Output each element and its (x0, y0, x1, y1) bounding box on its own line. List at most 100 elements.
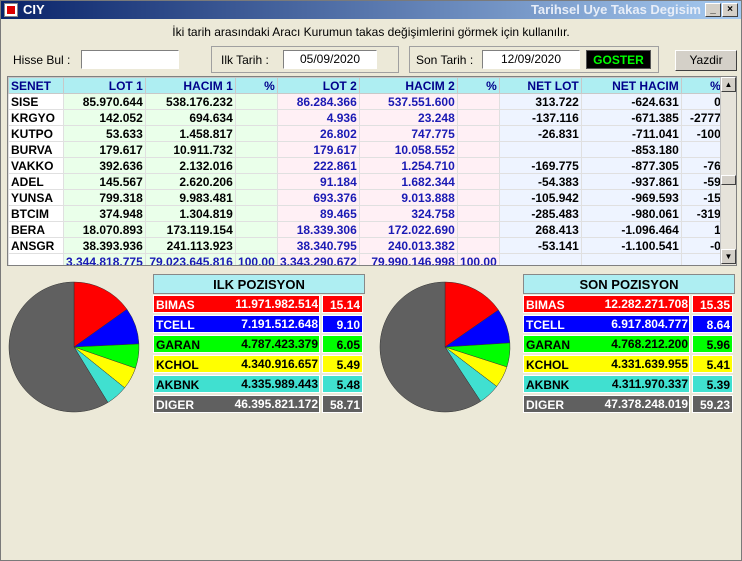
table-row[interactable]: BTCIM 374.948 1.304.819 89.465 324.758 -285.4… (8, 205, 724, 222)
minimize-button[interactable]: _ (705, 3, 721, 17)
totals-cell: 100,00 (234, 253, 278, 265)
table-row[interactable]: BURVA 179.617 10.911.732 179.617 10.058.552-… (8, 141, 724, 158)
table-cell: -877.305 (580, 157, 682, 174)
close-button[interactable]: × (722, 3, 738, 17)
table-cell: ADEL (8, 173, 64, 190)
table-cell: 23.248 (358, 109, 458, 126)
position-row: GARAN 4.787.423.379 6.05 (153, 335, 365, 353)
table-cell (498, 141, 582, 158)
position-name: TCELL (523, 315, 690, 333)
table-cell: 1 (680, 221, 724, 238)
table-cell: -1.096.464 (580, 221, 682, 238)
position-name: GARAN (153, 335, 320, 353)
position-name: BIMAS (153, 295, 320, 313)
table-cell (456, 237, 500, 254)
table-cell: -169.775 (498, 157, 582, 174)
totals-cell (8, 253, 64, 265)
table-row[interactable]: ADEL 145.567 2.620.206 91.184 1.682.344 -54.3… (8, 173, 724, 190)
scroll-up-icon[interactable]: ▲ (721, 77, 736, 92)
position-name: DIGER (153, 395, 320, 413)
table-cell: 10.911.732 (144, 141, 236, 158)
column-header-8[interactable]: NET HACIM (580, 77, 682, 94)
pie-slice-diger (8, 281, 109, 413)
table-cell: 392.636 (63, 157, 146, 174)
table-cell: -671.385 (580, 109, 682, 126)
table-cell: 537.551.600 (358, 93, 458, 110)
column-header-1[interactable]: LOT 1 (63, 77, 146, 94)
position-value: 4.787.423.379 (241, 337, 318, 351)
vertical-scrollbar[interactable]: ▲ ▼ (720, 77, 736, 265)
column-header-4[interactable]: LOT 2 (276, 77, 360, 94)
table-header-row: SENET LOT 1 HACIM 1% LOT 2 HACIM 2% NET LOT NE… (8, 77, 724, 94)
position-row: DIGER 47.378.248.019 59.23 (523, 395, 735, 413)
table-cell (456, 173, 500, 190)
column-header-2[interactable]: HACIM 1 (144, 77, 236, 94)
table-cell (234, 237, 278, 254)
table-cell: 179.617 (63, 141, 146, 158)
column-header-6[interactable]: % (456, 77, 500, 94)
table-cell: BERA (8, 221, 64, 238)
table-cell: 53.633 (63, 125, 146, 142)
ilk-tarih-label: Ilk Tarih : (221, 53, 269, 67)
hisse-label: Hisse Bul : (13, 53, 71, 67)
position-percent: 5.49 (322, 355, 363, 373)
table-cell: 85.970.644 (63, 93, 146, 110)
table-row[interactable]: VAKKO 392.636 2.132.016 222.861 1.254.710 -16… (8, 157, 724, 174)
column-header-7[interactable]: NET LOT (498, 77, 582, 94)
takas-grid[interactable]: SENET LOT 1 HACIM 1% LOT 2 HACIM 2% NET LOT NE… (7, 76, 737, 266)
position-row: TCELL 6.917.804.777 8.64 (523, 315, 735, 333)
column-header-0[interactable]: SENET (8, 77, 64, 94)
table-cell: 142.052 (63, 109, 146, 126)
table-cell: 374.948 (63, 205, 146, 222)
position-name: DIGER (523, 395, 690, 413)
table-cell (456, 125, 500, 142)
ilk-tarih-input[interactable]: 05/09/2020 (283, 50, 377, 69)
position-row: KCHOL 4.340.916.657 5.49 (153, 355, 365, 373)
table-cell: -59 (680, 173, 724, 190)
table-cell: -319 (680, 205, 724, 222)
pie-slice-diger (379, 281, 482, 413)
table-cell: 9.013.888 (358, 189, 458, 206)
table-cell (234, 221, 278, 238)
table-cell: 91.184 (276, 173, 360, 190)
window-subtitle: Tarihsel Uye Takas Degisim (530, 2, 701, 17)
table-cell: BTCIM (8, 205, 64, 222)
position-name: AKBNK (153, 375, 320, 393)
position-row: BIMAS 11.971.982.514 15.14 (153, 295, 365, 313)
table-cell: -853.180 (580, 141, 682, 158)
position-value: 12.282.271.708 (604, 297, 688, 311)
column-header-5[interactable]: HACIM 2 (358, 77, 458, 94)
table-row[interactable]: KUTPO 53.633 1.458.817 26.802 747.775 -26.831… (8, 125, 724, 142)
column-header-3[interactable]: % (234, 77, 278, 94)
table-row[interactable]: SISE 85.970.644 538.176.232 86.284.366 537.5… (8, 93, 724, 110)
table-row[interactable]: ANSGR 38.393.936 241.113.923 38.340.795 240.… (8, 237, 724, 254)
scroll-thumb[interactable] (721, 175, 736, 185)
yazdir-button[interactable]: Yazdir (675, 50, 737, 71)
son-tarih-label: Son Tarih : (416, 53, 474, 67)
table-row[interactable]: KRGYO 142.052 694.634 4.936 23.248 -137.116 -6… (8, 109, 724, 126)
column-header-9[interactable]: % (680, 77, 724, 94)
table-cell (456, 141, 500, 158)
scroll-down-icon[interactable]: ▼ (721, 249, 736, 264)
table-row[interactable]: BERA 18.070.893 173.119.154 18.339.306 172.0… (8, 221, 724, 238)
table-cell (234, 189, 278, 206)
son-tarih-input[interactable]: 12/09/2020 (482, 50, 580, 69)
son-tarih-group (409, 46, 659, 73)
table-cell (456, 205, 500, 222)
table-cell (456, 93, 500, 110)
table-cell: 1.304.819 (144, 205, 236, 222)
table-cell: 10.058.552 (358, 141, 458, 158)
hisse-input[interactable] (81, 50, 179, 69)
totals-cell: 100,00 (456, 253, 500, 265)
table-cell: -137.116 (498, 109, 582, 126)
table-cell (234, 93, 278, 110)
app-icon (4, 3, 18, 17)
position-name: GARAN (523, 335, 690, 353)
table-cell: 1.458.817 (144, 125, 236, 142)
position-value: 4.340.916.657 (241, 357, 318, 371)
goster-button[interactable]: GOSTER (586, 50, 651, 69)
table-cell: YUNSA (8, 189, 64, 206)
table-cell: 89.465 (276, 205, 360, 222)
table-row[interactable]: YUNSA 799.318 9.983.481 693.376 9.013.888 -10… (8, 189, 724, 206)
